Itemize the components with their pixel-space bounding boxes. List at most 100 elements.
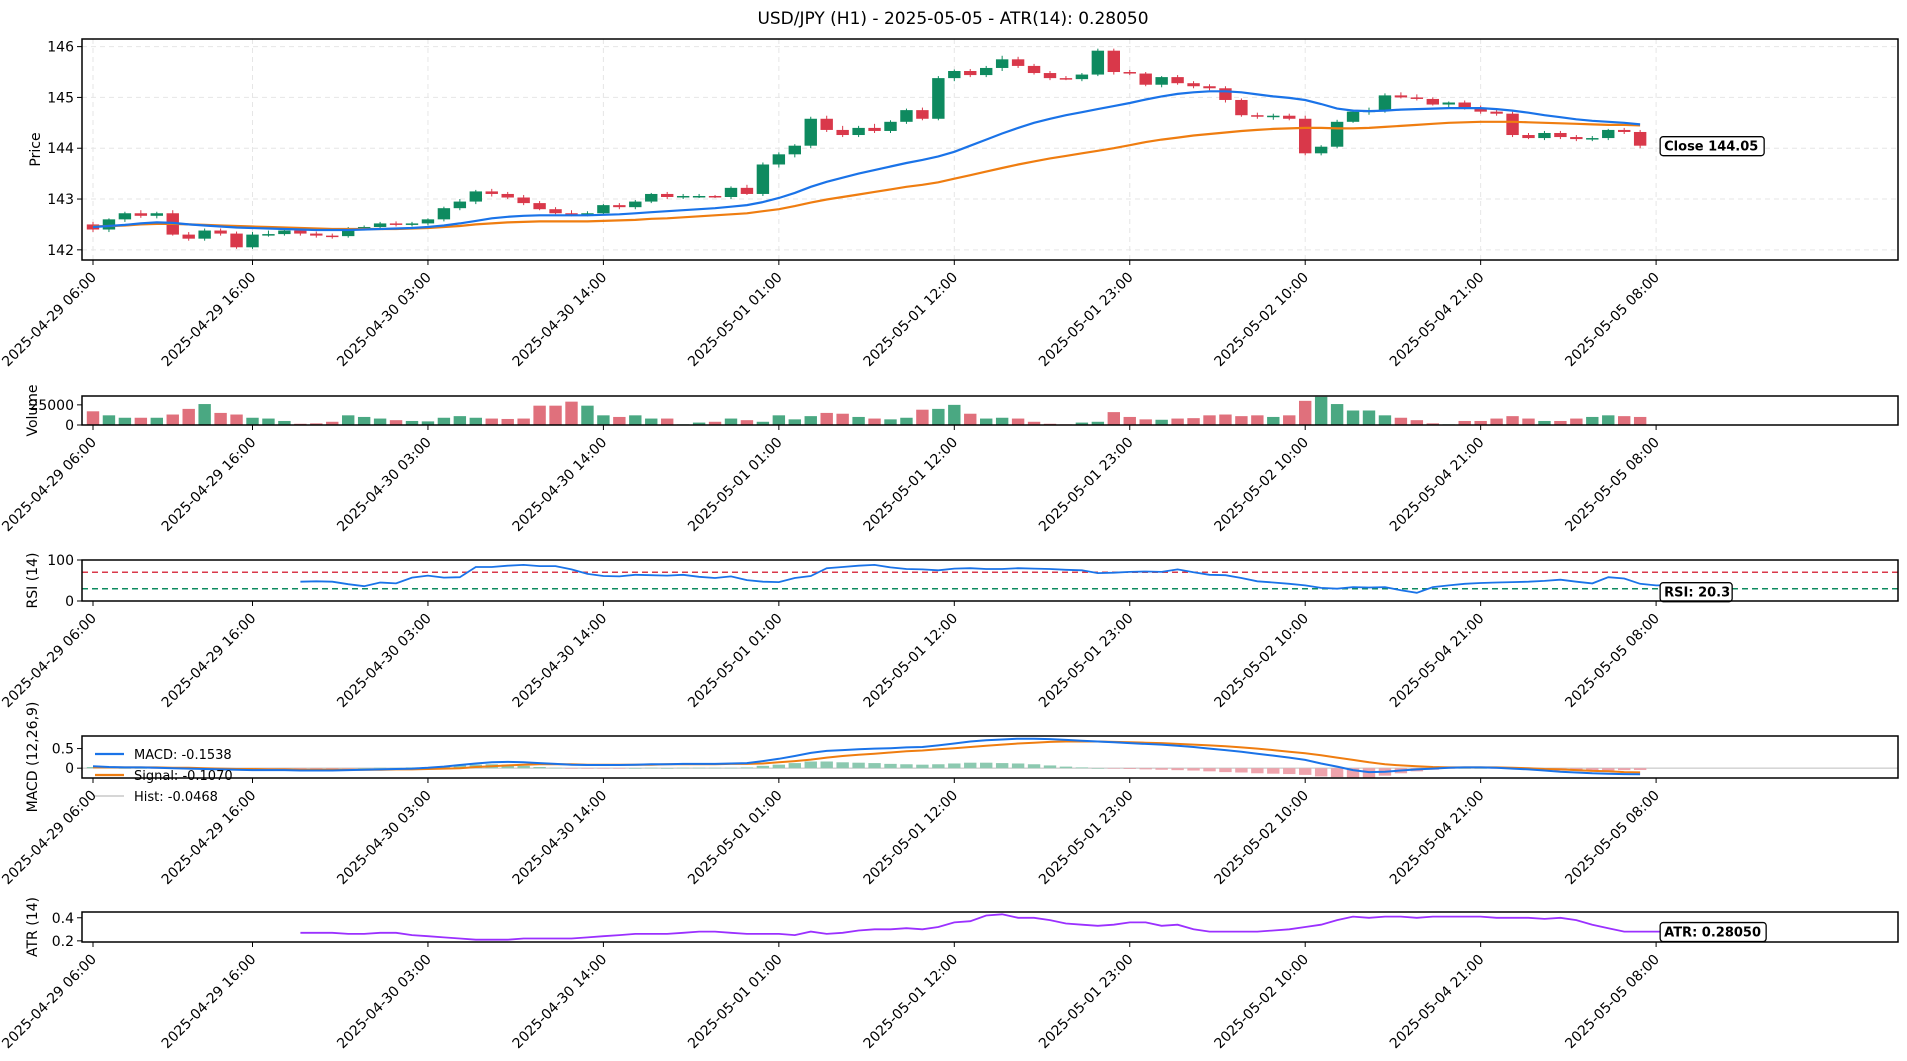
volume-bar (1330, 404, 1344, 425)
volume-bar (836, 413, 849, 425)
candle-up (948, 71, 961, 79)
atr-annotation: ATR: 0.28050 (1664, 926, 1761, 941)
candle-up (629, 201, 642, 208)
x-tick-label: 2025-04-30 03:00 (334, 435, 435, 536)
volume-bar (932, 408, 945, 425)
volume-bar (421, 421, 435, 425)
macd-hist-bar (1474, 768, 1487, 769)
macd-hist-bar (1633, 768, 1647, 771)
volume-bar (788, 419, 801, 425)
x-tick-label: 2025-05-01 01:00 (685, 435, 786, 536)
macd-hist-bar (1203, 768, 1216, 772)
candle-down (310, 233, 323, 236)
candle-up (1442, 102, 1455, 105)
x-tick-label: 2025-05-04 21:00 (1387, 270, 1488, 371)
macd-hist-bar (1011, 763, 1025, 769)
x-tick-label: 2025-04-30 03:00 (334, 788, 435, 889)
y-tick-label: 0 (65, 594, 74, 610)
macd-hist-bar (326, 768, 339, 769)
macd-hist-bar (453, 765, 467, 769)
x-tick-label: 2025-04-30 03:00 (334, 270, 435, 371)
candle-up (421, 219, 435, 224)
macd-hist-bar (661, 768, 674, 769)
x-tick-label: 2025-05-05 08:00 (1562, 611, 1663, 712)
macd-hist-bar (373, 767, 387, 769)
volume-bar (1394, 417, 1408, 425)
macd-hist-bar (1235, 768, 1248, 773)
x-tick-label: 2025-05-02 10:00 (1211, 788, 1312, 889)
candle-down (485, 191, 498, 194)
macd-hist-bar (1219, 768, 1232, 773)
candle-up (1091, 50, 1105, 75)
candle-up (884, 121, 897, 131)
candle-down (134, 213, 148, 216)
candle-down (326, 235, 339, 238)
y-axis-label: ATR (14) (25, 897, 41, 957)
macd-hist-bar (1283, 768, 1296, 775)
volume-bar (1235, 416, 1248, 425)
candle-down (916, 110, 929, 119)
x-tick-label: 2025-05-01 12:00 (861, 788, 962, 889)
macd-hist-bar (342, 768, 355, 769)
volume-bar (916, 409, 929, 425)
x-tick-label: 2025-05-04 21:00 (1387, 788, 1488, 889)
volume-bar (964, 413, 977, 425)
volume-bar (995, 417, 1009, 425)
x-tick-label: 2025-05-01 01:00 (685, 611, 786, 712)
candle-down (1123, 72, 1136, 74)
x-tick-label: 2025-05-01 23:00 (1036, 270, 1137, 371)
volume-bar (1091, 421, 1105, 425)
candle-up (373, 223, 387, 227)
volume-bar (948, 404, 961, 425)
x-tick-label: 2025-05-01 01:00 (685, 788, 786, 889)
candle-up (995, 59, 1009, 68)
candle-up (118, 213, 132, 220)
chart-layer: 142 143 144 145 146 Price 2025-04-29 06:00 2025… (0, 38, 1899, 1053)
macd-hist-bar (756, 765, 770, 769)
volume-bar (868, 418, 881, 425)
x-tick-label: 2025-04-30 03:00 (334, 952, 435, 1053)
candle-down (1043, 73, 1057, 79)
macd-hist-bar (692, 767, 706, 769)
candle-down (1426, 98, 1439, 105)
volume-bar (230, 414, 243, 425)
candle-down (708, 195, 722, 198)
x-tick-label: 2025-04-30 14:00 (510, 611, 611, 712)
volume-bar (214, 412, 227, 425)
candle-down (1219, 88, 1232, 100)
macd-hist-bar (1299, 768, 1312, 775)
volume-bar (357, 416, 371, 425)
candle-up (932, 78, 945, 119)
candle-down (389, 223, 403, 225)
volume-bar (756, 421, 770, 425)
candle-down (1394, 95, 1408, 98)
volume-bar (1107, 412, 1120, 425)
candle-down (613, 205, 626, 208)
volume-bar (1378, 415, 1392, 425)
candle-down (1171, 77, 1184, 84)
volume-bar (1474, 420, 1487, 425)
macd-legend-label: Signal: -0.1070 (134, 769, 233, 784)
x-tick-label: 2025-05-02 10:00 (1211, 435, 1312, 536)
candle-down (1490, 111, 1503, 114)
macd-hist-bar (1187, 768, 1200, 771)
candle-up (581, 213, 594, 215)
macd-hist-bar (916, 764, 929, 769)
volume-bar (645, 418, 658, 425)
candle-up (1346, 111, 1360, 122)
volume-bar (1139, 419, 1152, 425)
candle-down (1203, 86, 1216, 89)
x-tick-label: 2025-04-29 16:00 (159, 270, 260, 371)
macd-hist-bar (836, 762, 849, 769)
panel-frame (81, 38, 1899, 261)
volume-bar (134, 417, 148, 425)
macd-hist-bar (1059, 766, 1073, 769)
volume-bar (1410, 420, 1424, 425)
volume-bar (1346, 410, 1360, 425)
macd-hist-bar (1267, 768, 1280, 774)
volume-bar (804, 416, 817, 425)
volume-bar (740, 420, 754, 425)
candle-down (1410, 97, 1424, 99)
candle-down (1554, 132, 1567, 138)
volume-bar (1251, 415, 1264, 425)
